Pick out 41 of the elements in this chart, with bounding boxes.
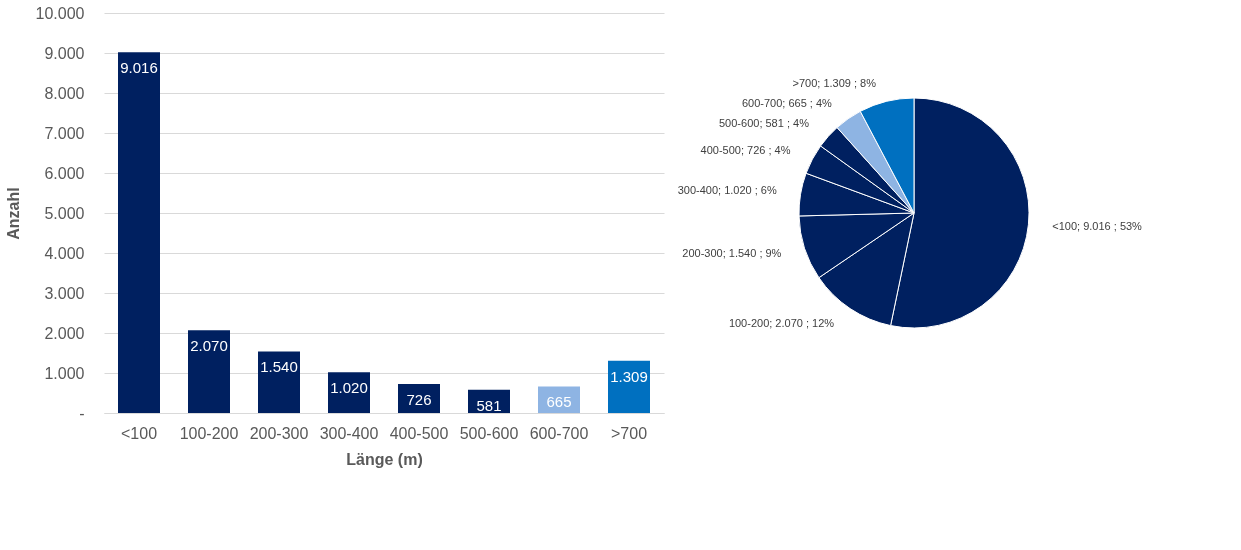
slice-label: <100; 9.016 ; 53%: [1052, 219, 1143, 232]
data-label: 726: [406, 390, 432, 408]
slice-label: 300-400; 1.020 ; 6%: [677, 184, 777, 197]
bar: [118, 52, 160, 413]
slice-label: 100-200; 2.070 ; 12%: [728, 316, 835, 329]
slice-label: 400-500; 726 ; 4%: [700, 143, 791, 156]
y-tick-label: -: [79, 404, 85, 422]
data-label: 1.309: [610, 367, 648, 385]
slice-label: >700; 1.309 ; 8%: [792, 76, 877, 89]
x-tick-label: >700: [610, 424, 648, 442]
data-label: 1.020: [330, 379, 368, 397]
data-label: 9.016: [120, 59, 158, 77]
data-label: 2.070: [190, 337, 228, 355]
y-tick-label: 6.000: [44, 164, 85, 182]
x-axis-title: Länge (m): [346, 450, 423, 468]
y-tick-label: 3.000: [44, 284, 85, 302]
bar: [258, 351, 300, 413]
bar: [188, 330, 230, 413]
y-tick-label: 8.000: [44, 84, 85, 102]
y-tick-label: 4.000: [44, 244, 85, 262]
y-tick-label: 5.000: [44, 204, 85, 222]
data-label: 1.540: [260, 358, 298, 376]
data-label: 581: [476, 396, 502, 414]
y-tick-label: 2.000: [44, 324, 85, 342]
slice-label: 500-600; 581 ; 4%: [719, 117, 810, 130]
x-tick-label: 400-500: [389, 424, 449, 442]
y-tick-label: 7.000: [44, 124, 85, 142]
y-tick-label: 1.000: [44, 364, 85, 382]
y-axis-title: Anzahl: [4, 187, 22, 240]
slice-label: 600-700; 665 ; 4%: [741, 96, 833, 109]
data-label: 665: [546, 393, 572, 411]
y-tick-label: 9.000: [44, 44, 85, 62]
x-tick-label: <100: [120, 424, 158, 442]
x-tick-label: 500-600: [459, 424, 519, 442]
x-tick-label: 100-200: [179, 424, 239, 442]
x-tick-label: 600-700: [529, 424, 589, 442]
bar: [608, 360, 650, 413]
x-tick-label: 300-400: [319, 424, 379, 442]
y-tick-label: 10.000: [35, 4, 85, 22]
x-tick-label: 200-300: [249, 424, 309, 442]
slice-label: 200-300; 1.540 ; 9%: [682, 246, 782, 259]
